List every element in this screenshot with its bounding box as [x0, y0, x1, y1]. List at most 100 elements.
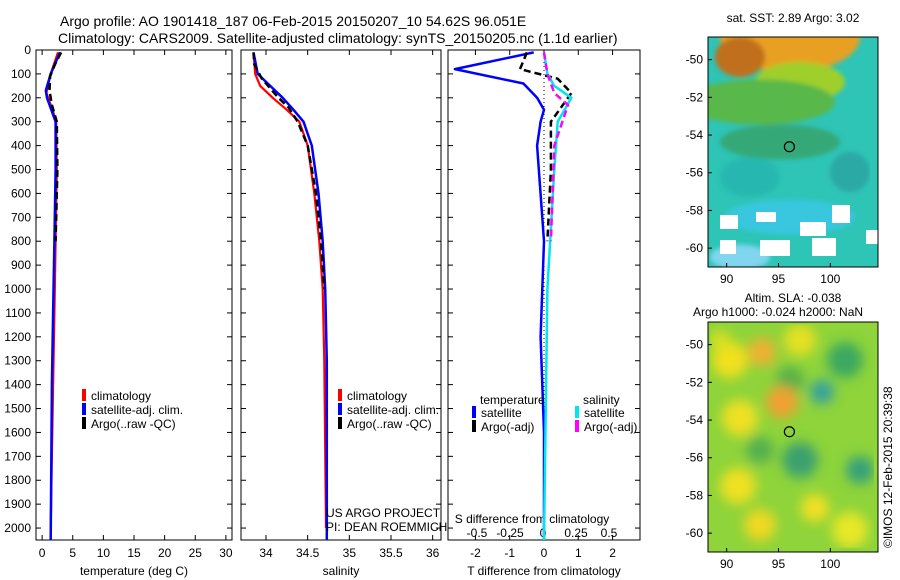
sla-blob [720, 468, 756, 504]
y-tick-label: 400 [11, 139, 31, 153]
map-y-tick-label: -58 [686, 203, 704, 217]
x-tick-label: 30 [219, 546, 233, 560]
figure-title-line1: Argo profile: AO 1901418_187 06-Feb-2015… [60, 13, 526, 29]
y-tick-label: 1800 [4, 473, 31, 487]
plot-frame [35, 49, 233, 541]
y-tick-label: 900 [11, 258, 31, 272]
legend-swatch [82, 417, 86, 429]
y-tick-label: 200 [11, 91, 31, 105]
imos-timestamp: ©IMOS 12-Feb-2015 20:39:38 [881, 386, 895, 548]
sla-blob [784, 324, 816, 356]
map-y-tick-label: -58 [686, 488, 704, 502]
x-tick-label: 35.5 [379, 546, 403, 560]
difference-panel: -2 -1 0 1 2 T difference from climatology S di… [447, 49, 641, 578]
x-tick-label: 1 [575, 546, 582, 560]
map-frame [707, 321, 879, 553]
sla-blob [846, 456, 874, 484]
argo-position-marker [783, 141, 795, 153]
map-title: sat. SST: 2.89 Argo: 3.02 [727, 11, 860, 25]
legend-swatch [82, 403, 86, 415]
missing-patch [832, 205, 850, 223]
map-x-tick-label: 90 [720, 557, 734, 571]
x-tick-label: 36 [426, 546, 440, 560]
plot-frame [240, 49, 442, 541]
sla-blob [810, 380, 834, 404]
map-y-tick-label: -60 [686, 526, 704, 540]
map-x-tick-label: 95 [772, 557, 786, 571]
map-x-tick-label: 100 [820, 557, 840, 571]
map-y-tick-label: -52 [686, 375, 704, 389]
missing-patch [720, 240, 736, 254]
legend-label: climatology [347, 389, 407, 403]
y-tick-label: 1000 [4, 282, 31, 296]
x-tick-label: -1 [504, 546, 515, 560]
map-y-tick-label: -50 [686, 53, 704, 67]
y-tick-label: 1400 [4, 378, 31, 392]
sla-map-panel: 90 95 100 -50 -52 -54 -56 -58 -60 Altim. SLA: -0.… [686, 291, 879, 571]
missing-patch [800, 222, 826, 236]
sla-blob [712, 342, 748, 378]
legend-swatch [472, 406, 476, 418]
x-tick-label: 20 [158, 546, 172, 560]
sla-blob [801, 494, 829, 522]
series-line [518, 51, 573, 242]
y-tick-label: 0 [24, 43, 31, 57]
temperature-panel: 0 5 10 15 20 25 300100200300400500600700800900… [4, 43, 233, 578]
legend-label: satellite [584, 406, 625, 420]
y-tick-label: 1200 [4, 330, 31, 344]
x-tick-label: 5 [69, 546, 76, 560]
x-axis-label: salinity [323, 564, 360, 578]
legend-swatch [338, 417, 342, 429]
top-tick-label: -0.5 [467, 526, 488, 540]
argo-position-marker [783, 426, 795, 438]
map-y-tick-label: -52 [686, 90, 704, 104]
sla-blob [827, 342, 863, 378]
missing-patch [866, 230, 878, 244]
y-tick-label: 100 [11, 67, 31, 81]
missing-patch [756, 212, 776, 222]
top-tick-label: 0.25 [564, 526, 588, 540]
sst-blob [708, 79, 835, 125]
y-tick-label: 1900 [4, 497, 31, 511]
legend-label: Argo(-adj) [584, 420, 637, 434]
sst-blob [830, 152, 870, 192]
x-tick-label: -2 [470, 546, 481, 560]
top-tick-label: -0.25 [496, 526, 524, 540]
map-title: Altim. SLA: -0.038 [745, 291, 842, 305]
series-line [453, 51, 546, 540]
series-line [48, 51, 63, 242]
y-tick-label: 1700 [4, 449, 31, 463]
legend-label: Argo(..raw -QC) [347, 417, 432, 431]
sla-color-field [710, 324, 874, 548]
legend-swatch [82, 389, 86, 401]
sst-blob [720, 124, 840, 160]
x-tick-label: 34.5 [296, 546, 320, 560]
sla-blob [782, 442, 818, 478]
y-tick-label: 500 [11, 163, 31, 177]
legend-group-title: temperature [480, 393, 545, 407]
top-tick-label: 0.5 [601, 526, 618, 540]
y-tick-label: 600 [11, 186, 31, 200]
map-x-tick-label: 90 [720, 272, 734, 286]
sla-blob [722, 400, 758, 436]
y-tick-label: 800 [11, 234, 31, 248]
legend-swatch [472, 420, 476, 432]
legend-group-title: salinity [583, 393, 620, 407]
legend-swatch [575, 406, 579, 418]
series-line [44, 51, 62, 541]
map-frame [707, 36, 879, 268]
legend-label: Argo(-adj) [481, 420, 534, 434]
map-y-tick-label: -54 [686, 128, 704, 142]
legend-swatch [338, 389, 342, 401]
missing-patch [812, 238, 836, 256]
sla-blob [744, 509, 776, 541]
sla-blob [748, 338, 776, 366]
sla-blob [832, 512, 868, 548]
legend-swatch [575, 420, 579, 432]
map-y-tick-label: -50 [686, 338, 704, 352]
sla-blob [710, 330, 730, 350]
sst-blob [720, 157, 780, 197]
project-credit: US ARGO PROJECT [326, 506, 441, 520]
pi-credit: PI: DEAN ROEMMICH [326, 520, 447, 534]
map-y-tick-label: -56 [686, 166, 704, 180]
